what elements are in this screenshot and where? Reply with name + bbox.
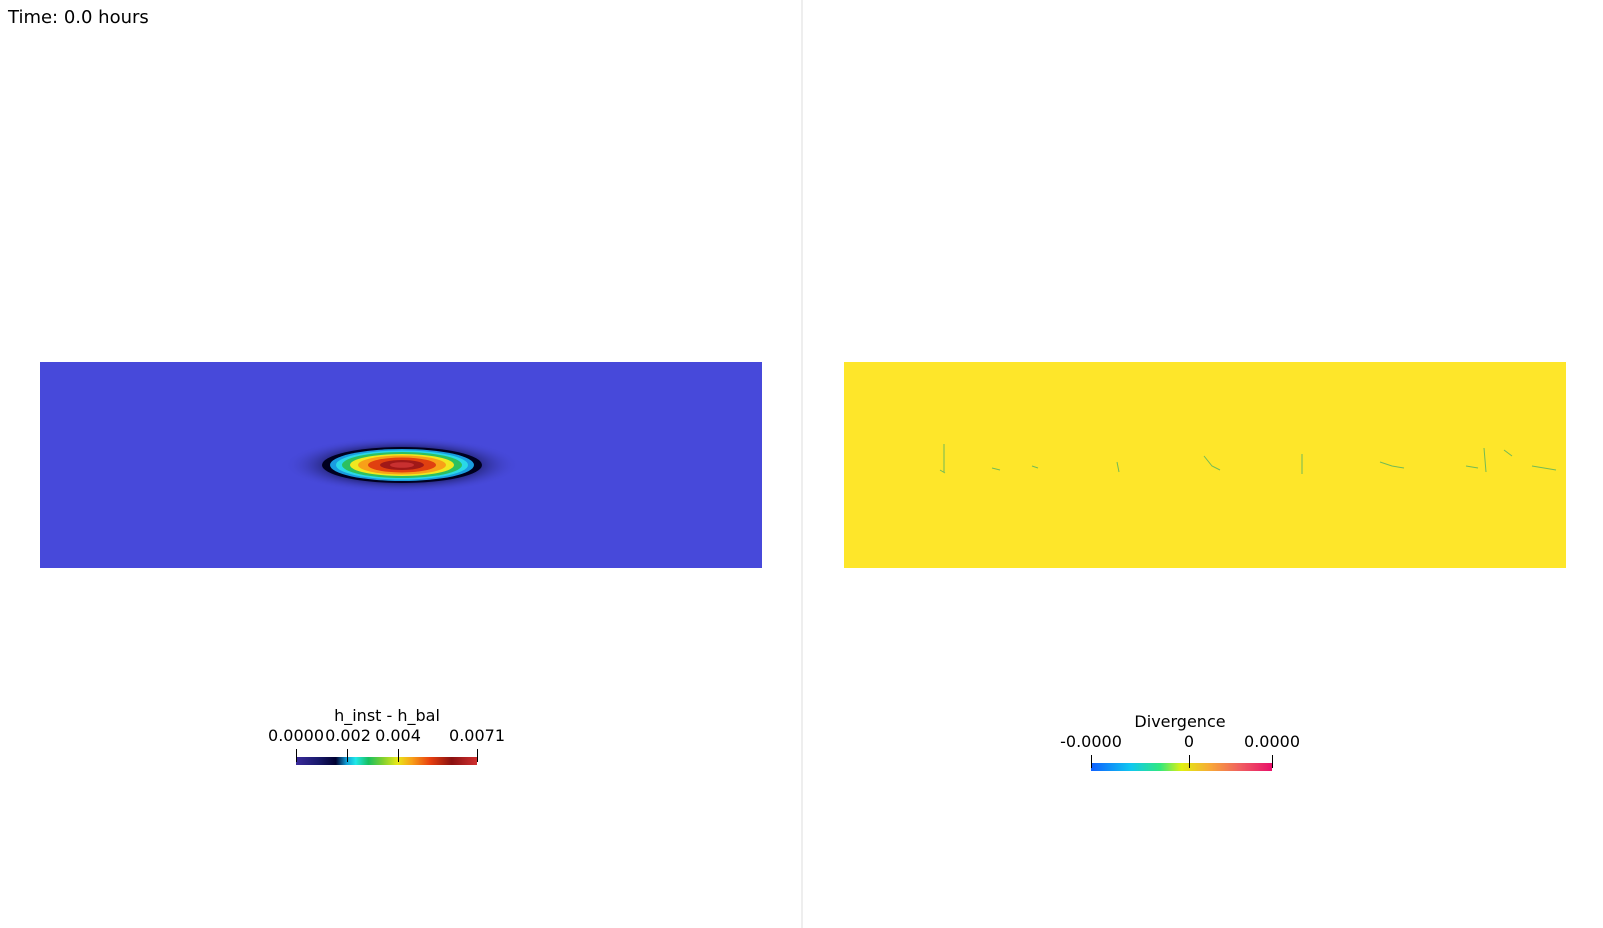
- colorbar-tick: [296, 749, 297, 762]
- divergence-colorbar: Divergence -0.0000 0 0.0000: [803, 0, 1603, 928]
- ring-core: [390, 462, 414, 468]
- colorbar-title: Divergence: [1134, 712, 1226, 731]
- colorbar-tick: [1091, 755, 1092, 768]
- gaussian-anomaly: [284, 437, 520, 493]
- colorbar-gradient: [1091, 763, 1272, 771]
- colorbar-tick-label: 0: [1183, 732, 1195, 751]
- h-diff-colorbar: h_inst - h_bal 0.0000 0.002 0.004 0.0071: [0, 0, 801, 928]
- h-diff-field: [40, 362, 762, 568]
- colorbar-tick: [398, 749, 399, 762]
- colorbar-gradient: [296, 757, 477, 765]
- colorbar-tick: [477, 749, 478, 762]
- viewport-splitter[interactable]: [801, 0, 803, 928]
- left-render-view[interactable]: h_inst - h_bal 0.0000 0.002 0.004 0.0071: [0, 0, 801, 928]
- colorbar-tick-label: -0.0000: [1060, 732, 1122, 751]
- colorbar-title: h_inst - h_bal: [334, 706, 440, 725]
- colorbar-tick-label: 0.0071: [449, 726, 505, 745]
- colorbar-tick: [1272, 755, 1273, 768]
- right-render-view[interactable]: Divergence -0.0000 0 0.0000: [803, 0, 1603, 928]
- colorbar-tick-label: 0.0000: [1244, 732, 1300, 751]
- divergence-field: [844, 362, 1566, 568]
- colorbar-tick-label: 0.004: [375, 726, 421, 745]
- divergence-noise-specks: [939, 444, 1557, 474]
- time-label: Time: 0.0 hours: [8, 7, 149, 28]
- colorbar-tick: [347, 749, 348, 762]
- colorbar-tick: [1189, 755, 1190, 768]
- colorbar-tick-label: 0.0000: [268, 726, 324, 745]
- colorbar-tick-label: 0.002: [325, 726, 371, 745]
